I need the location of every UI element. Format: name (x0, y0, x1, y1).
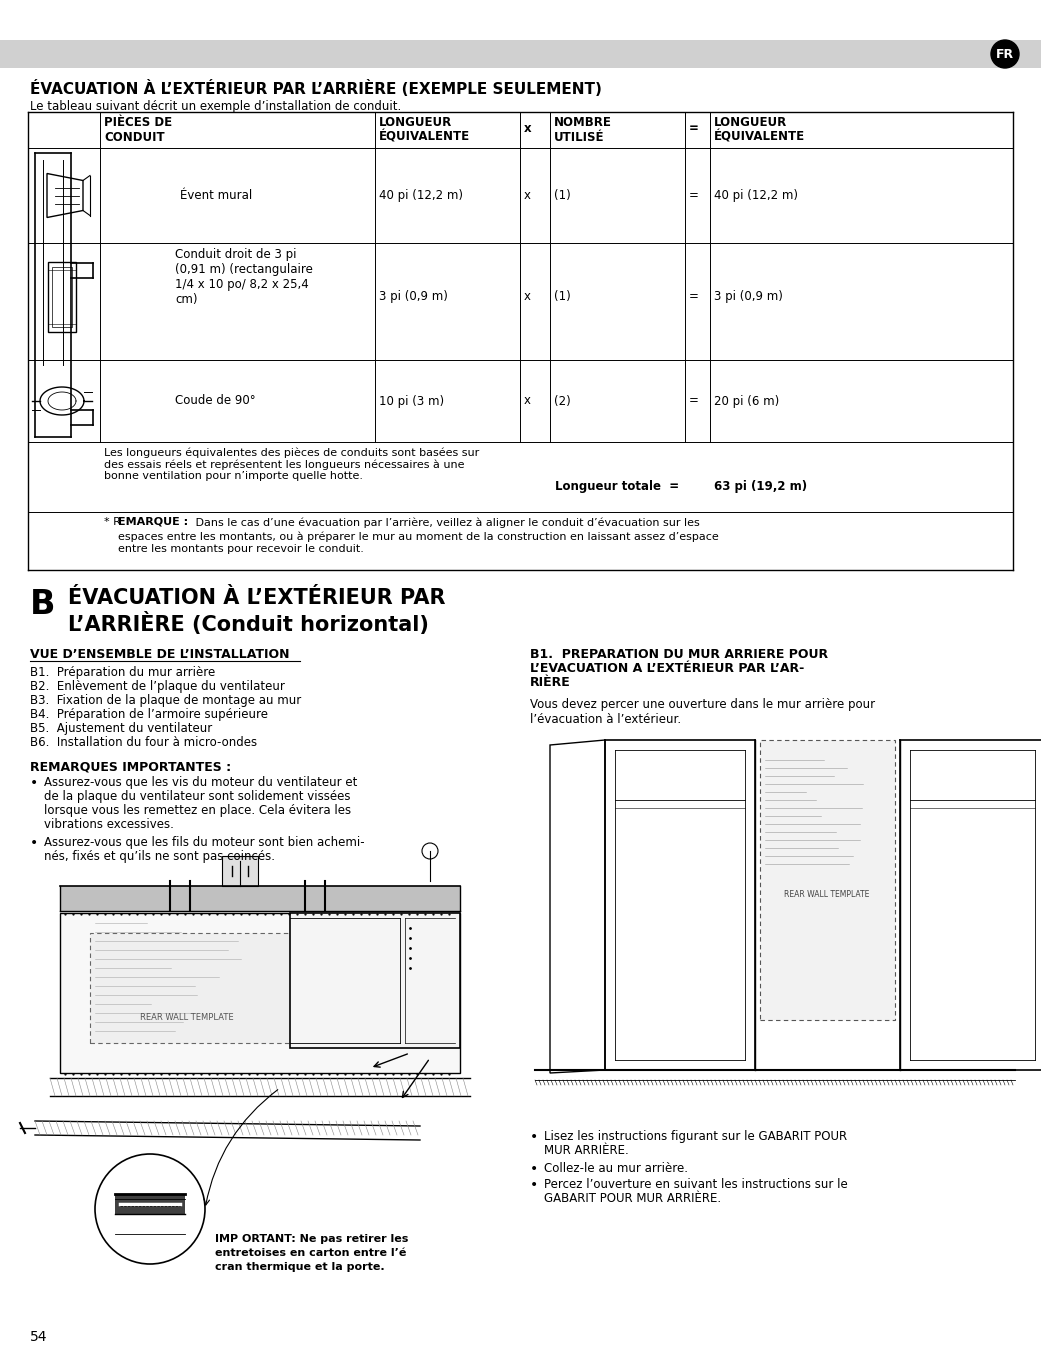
Text: Percez l’ouverture en suivant les instructions sur le: Percez l’ouverture en suivant les instru… (544, 1178, 847, 1191)
Text: •: • (530, 1130, 538, 1144)
Text: x: x (524, 121, 532, 135)
Text: VUE D’ENSEMBLE DE L’INSTALLATION: VUE D’ENSEMBLE DE L’INSTALLATION (30, 648, 289, 661)
Text: x: x (524, 394, 531, 407)
Text: cran thermique et la porte.: cran thermique et la porte. (215, 1263, 384, 1272)
Bar (0, 40, 1041, 67)
Text: 20 pi (6 m): 20 pi (6 m) (714, 394, 780, 407)
Text: Dans le cas d’une évacuation par l’arrière, veillez à aligner le conduit d’évacu: Dans le cas d’une évacuation par l’arriè… (192, 517, 700, 527)
Text: B3.  Fixation de la plaque de montage au mur: B3. Fixation de la plaque de montage au … (30, 693, 301, 707)
Text: EMARQUE :: EMARQUE : (118, 517, 188, 527)
Text: •: • (30, 836, 39, 850)
Text: LONGUEUR
ÉQUIVALENTE: LONGUEUR ÉQUIVALENTE (714, 116, 805, 144)
Text: REAR WALL TEMPLATE: REAR WALL TEMPLATE (784, 890, 869, 898)
Text: MUR ARRIÈRE.: MUR ARRIÈRE. (544, 1144, 629, 1157)
Text: Le tableau suivant décrit un exemple d’installation de conduit.: Le tableau suivant décrit un exemple d’i… (30, 100, 401, 113)
Text: LONGUEUR
ÉQUIVALENTE: LONGUEUR ÉQUIVALENTE (379, 116, 471, 144)
Text: IMP ORTANT: Ne pas retirer les: IMP ORTANT: Ne pas retirer les (215, 1234, 408, 1244)
Text: Longueur totale  =: Longueur totale = (555, 480, 679, 492)
Text: 63 pi (19,2 m): 63 pi (19,2 m) (714, 480, 807, 492)
Text: =: = (689, 394, 699, 407)
Bar (90, 934, 410, 1043)
Text: (1): (1) (554, 290, 570, 304)
Text: nés, fixés et qu’ils ne sont pas coincés.: nés, fixés et qu’ils ne sont pas coincés… (44, 850, 275, 863)
Text: entretoises en carton entre l’é: entretoises en carton entre l’é (215, 1248, 406, 1259)
Text: 40 pi (12,2 m): 40 pi (12,2 m) (379, 189, 463, 202)
Text: 3 pi (0,9 m): 3 pi (0,9 m) (714, 290, 783, 304)
Text: B1.  PREPARATION DU MUR ARRIERE POUR: B1. PREPARATION DU MUR ARRIERE POUR (530, 648, 829, 661)
Text: 54: 54 (30, 1330, 48, 1344)
Text: ÉVACUATION À L’EXTÉRIEUR PAR L’ARRIÈRE (EXEMPLE SEULEMENT): ÉVACUATION À L’EXTÉRIEUR PAR L’ARRIÈRE (… (30, 80, 602, 97)
Text: B6.  Installation du four à micro-ondes: B6. Installation du four à micro-ondes (30, 737, 257, 749)
Text: L’EVACUATION A L’EXTÉRIEUR PAR L’AR-: L’EVACUATION A L’EXTÉRIEUR PAR L’AR- (530, 662, 805, 674)
Text: (2): (2) (554, 394, 570, 407)
Bar (760, 741, 895, 1020)
Bar (60, 886, 460, 911)
Text: •: • (30, 776, 39, 791)
Text: •: • (530, 1161, 538, 1176)
Text: x: x (524, 189, 531, 202)
Text: 40 pi (12,2 m): 40 pi (12,2 m) (714, 189, 798, 202)
Text: B4.  Préparation de l’armoire supérieure: B4. Préparation de l’armoire supérieure (30, 708, 268, 720)
Text: vibrations excessives.: vibrations excessives. (44, 817, 174, 831)
Text: REAR WALL TEMPLATE: REAR WALL TEMPLATE (139, 1013, 233, 1023)
Text: FR: FR (996, 47, 1014, 61)
Text: •: • (530, 1178, 538, 1193)
Text: Coude de 90°: Coude de 90° (175, 394, 256, 407)
Text: NOMBRE
UTILISÉ: NOMBRE UTILISÉ (554, 116, 612, 144)
Text: Conduit droit de 3 pi
(0,91 m) (rectangulaire
1/4 x 10 po/ 8,2 x 25,4
cm): Conduit droit de 3 pi (0,91 m) (rectangu… (175, 248, 313, 306)
Text: =: = (689, 290, 699, 304)
Text: 10 pi (3 m): 10 pi (3 m) (379, 394, 445, 407)
Text: B: B (30, 588, 55, 621)
Text: B5.  Ajustement du ventilateur: B5. Ajustement du ventilateur (30, 722, 212, 735)
Bar (222, 857, 258, 886)
Text: 3 pi (0,9 m): 3 pi (0,9 m) (379, 290, 448, 304)
Text: REMARQUES IMPORTANTES :: REMARQUES IMPORTANTES : (30, 759, 231, 773)
Text: Évent mural: Évent mural (180, 189, 252, 202)
Text: de la plaque du ventilateur sont solidement vissées: de la plaque du ventilateur sont solidem… (44, 791, 351, 803)
Text: =: = (689, 189, 699, 202)
Text: (1): (1) (554, 189, 570, 202)
Text: Collez-le au mur arrière.: Collez-le au mur arrière. (544, 1161, 688, 1175)
Bar (60, 913, 460, 1072)
Text: espaces entre les montants, ou à préparer le mur au moment de la construction en: espaces entre les montants, ou à prépare… (118, 532, 718, 541)
Text: ÉVACUATION À L’EXTÉRIEUR PAR
L’ARRIÈRE (Conduit horizontal): ÉVACUATION À L’EXTÉRIEUR PAR L’ARRIÈRE (… (68, 588, 446, 635)
Text: Assurez-vous que les vis du moteur du ventilateur et: Assurez-vous que les vis du moteur du ve… (44, 776, 357, 789)
Text: Lisez les instructions figurant sur le GABARIT POUR: Lisez les instructions figurant sur le G… (544, 1130, 847, 1143)
Text: RIÈRE: RIÈRE (530, 676, 570, 689)
Text: x: x (524, 290, 531, 304)
Text: Vous devez percer une ouverture dans le mur arrière pour
l’évacuation à l’extéri: Vous devez percer une ouverture dans le … (530, 697, 875, 726)
Text: lorsque vous les remettez en place. Cela évitera les: lorsque vous les remettez en place. Cela… (44, 804, 351, 817)
Circle shape (991, 40, 1019, 67)
Text: B2.  Enlèvement de l’plaque du ventilateur: B2. Enlèvement de l’plaque du ventilateu… (30, 680, 285, 693)
Text: GABARIT POUR MUR ARRIÈRE.: GABARIT POUR MUR ARRIÈRE. (544, 1193, 721, 1205)
Bar (290, 913, 460, 1048)
Bar (115, 1194, 185, 1214)
Text: * R: * R (104, 517, 121, 527)
Text: Assurez-vous que les fils du moteur sont bien achemi-: Assurez-vous que les fils du moteur sont… (44, 836, 364, 849)
Text: B1.  Préparation du mur arrière: B1. Préparation du mur arrière (30, 666, 215, 679)
Text: PIÈCES DE
CONDUIT: PIÈCES DE CONDUIT (104, 116, 172, 144)
Text: =: = (689, 121, 699, 135)
Text: entre les montants pour recevoir le conduit.: entre les montants pour recevoir le cond… (118, 544, 364, 554)
Text: Les longueurs équivalentes des pièces de conduits sont basées sur
des essais rée: Les longueurs équivalentes des pièces de… (104, 447, 479, 482)
